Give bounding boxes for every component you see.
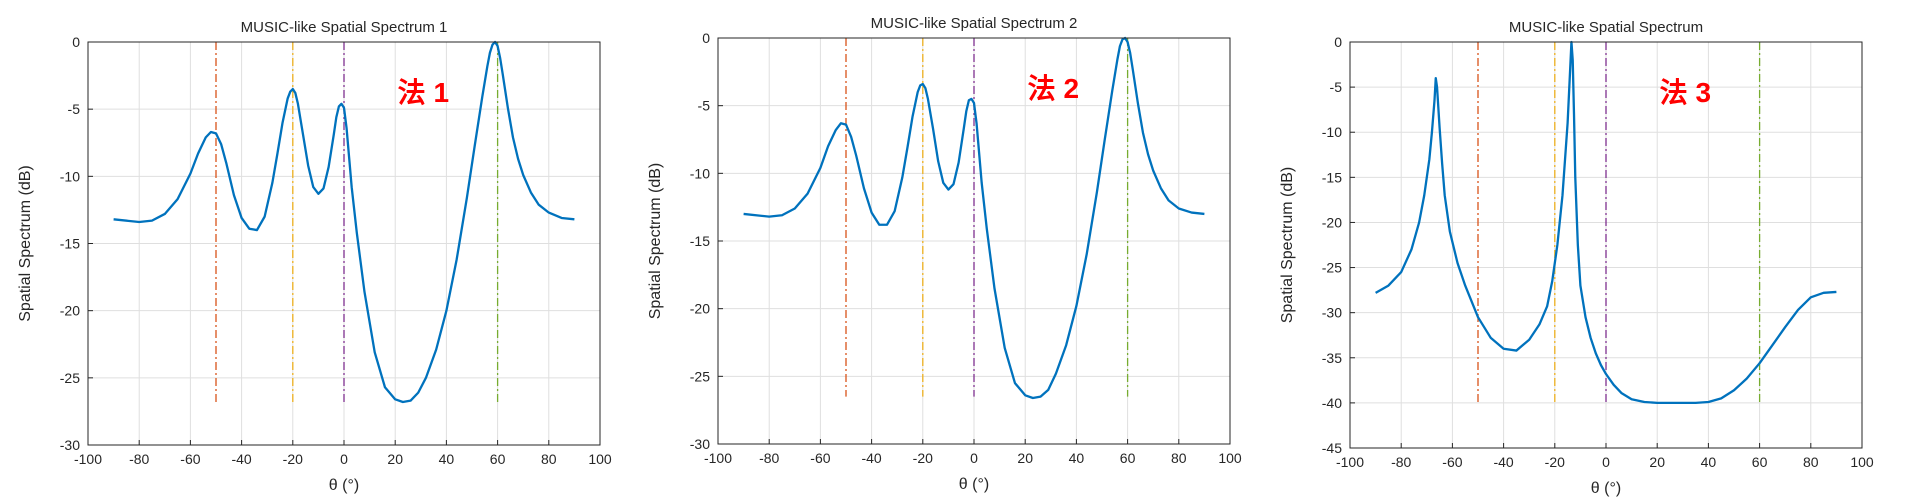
x-tick-label: -100: [74, 451, 102, 467]
chart-panel-2: -100 -80 -60 -40 -20 0 20 40 60 80 100 0 -5 -10 -15 -20…: [647, 15, 1242, 493]
method-annotation: 法 3: [1660, 77, 1711, 108]
x-tick-label: 40: [1701, 454, 1717, 470]
x-tick-label: 80: [1171, 450, 1187, 466]
x-tick-label: -20: [913, 450, 933, 466]
y-tick-label: -15: [1322, 169, 1342, 185]
y-tick-label: -20: [60, 303, 80, 319]
method-annotation: 法 2: [1028, 73, 1079, 104]
plot-frame: [1349, 41, 1863, 449]
x-tick-label: 60: [490, 451, 506, 467]
x-tick-label: 0: [340, 451, 348, 467]
x-tick-label: -20: [283, 451, 303, 467]
x-tick-label: -20: [1545, 454, 1565, 470]
x-tick-label: 60: [1752, 454, 1768, 470]
y-tick-label: -30: [690, 436, 710, 452]
y-axis-label: Spatial Spectrum (dB): [647, 163, 664, 320]
y-axis-label: Spatial Spectrum (dB): [1279, 167, 1296, 324]
y-tick-label: -25: [690, 368, 710, 384]
x-tick-label: -100: [704, 450, 732, 466]
x-tick-label: -80: [129, 451, 149, 467]
y-tick-label: -45: [1322, 440, 1342, 456]
x-tick-label: -80: [759, 450, 779, 466]
spectrum-line: [113, 40, 575, 404]
method-annotation: 法 1: [398, 77, 449, 108]
x-tick-label: 20: [1649, 454, 1665, 470]
chart-title: MUSIC-like Spatial Spectrum: [1509, 19, 1703, 36]
y-tick-label: -15: [60, 236, 80, 252]
y-tick-label: -20: [1322, 214, 1342, 230]
y-tick-label: -20: [690, 301, 710, 317]
chart-title: MUSIC-like Spatial Spectrum 2: [871, 15, 1078, 32]
y-tick-label: -40: [1322, 395, 1342, 411]
x-tick-label: -60: [1442, 454, 1462, 470]
chart-title: MUSIC-like Spatial Spectrum 1: [241, 19, 448, 36]
x-tick-label: 0: [1602, 454, 1610, 470]
y-tick-label: -15: [690, 233, 710, 249]
x-tick-label: 100: [1218, 450, 1242, 466]
x-tick-label: 80: [1803, 454, 1819, 470]
x-tick-label: -40: [861, 450, 881, 466]
x-tick-label: -60: [180, 451, 200, 467]
x-axis-label: θ (°): [1591, 480, 1621, 497]
plot-frame: [87, 41, 601, 446]
y-tick-label: 0: [702, 30, 710, 46]
x-tick-label: 40: [1069, 450, 1085, 466]
y-tick-label: -10: [690, 165, 710, 181]
y-tick-label: -5: [698, 98, 711, 114]
x-tick-label: 0: [970, 450, 978, 466]
x-tick-label: -60: [810, 450, 830, 466]
x-axis-label: θ (°): [959, 476, 989, 493]
x-tick-label: 40: [439, 451, 455, 467]
x-tick-label: -80: [1391, 454, 1411, 470]
y-tick-label: -30: [60, 437, 80, 453]
x-tick-label: -100: [1336, 454, 1364, 470]
y-tick-label: -10: [1322, 124, 1342, 140]
chart-panel-1: -100 -80 -60 -40 -20 0 20 40 60 80 100 0 -5 -10 -15 -20…: [17, 19, 612, 494]
x-axis-label: θ (°): [329, 477, 359, 494]
y-tick-label: -35: [1322, 350, 1342, 366]
spectrum-line: [743, 36, 1205, 400]
x-tick-label: 20: [387, 451, 403, 467]
x-tick-label: -40: [231, 451, 251, 467]
plot-frame: [717, 37, 1231, 445]
spectrum-line: [1375, 40, 1837, 405]
x-tick-label: -40: [1493, 454, 1513, 470]
y-axis-label: Spatial Spectrum (dB): [17, 165, 34, 322]
y-tick-label: -5: [1330, 79, 1343, 95]
y-tick-label: -25: [1322, 260, 1342, 276]
y-tick-label: 0: [72, 34, 80, 50]
x-tick-label: 100: [588, 451, 612, 467]
y-tick-label: -25: [60, 370, 80, 386]
x-tick-label: 20: [1017, 450, 1033, 466]
x-tick-label: 60: [1120, 450, 1136, 466]
y-tick-label: 0: [1334, 34, 1342, 50]
x-tick-label: 80: [541, 451, 557, 467]
chart-panel-3: -100 -80 -60 -40 -20 0 20 40 60 80 100 0 -5 -10 -15 -20…: [1279, 19, 1874, 497]
x-tick-label: 100: [1850, 454, 1874, 470]
y-tick-label: -10: [60, 168, 80, 184]
y-tick-label: -30: [1322, 305, 1342, 321]
y-tick-label: -5: [68, 101, 81, 117]
